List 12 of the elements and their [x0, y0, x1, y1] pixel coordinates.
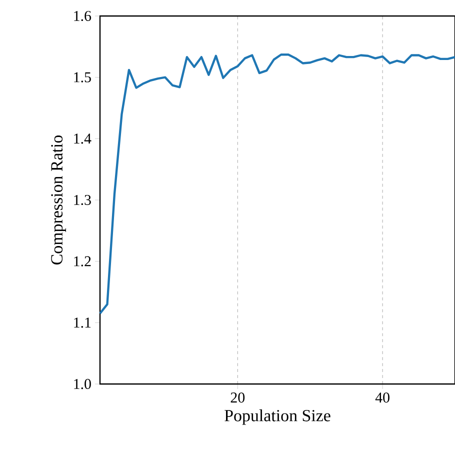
- x-tick-label: 40: [375, 392, 390, 403]
- y-tick-label: 1.6: [74, 10, 92, 22]
- line-series: [98, 54, 455, 315]
- x-tick-label: 20: [230, 392, 245, 403]
- y-tick-label: 1.1: [74, 318, 91, 328]
- x-axis-title: Population Size: [224, 409, 330, 425]
- y-tick-label: 1.5: [74, 72, 91, 82]
- y-axis-title: Compression Ratio: [51, 135, 66, 264]
- y-tick-label: 1.3: [74, 194, 91, 206]
- y-tick-label: 1.2: [74, 256, 91, 266]
- y-tick-label: 1.0: [74, 378, 91, 390]
- y-tick-label: 1.4: [74, 134, 92, 144]
